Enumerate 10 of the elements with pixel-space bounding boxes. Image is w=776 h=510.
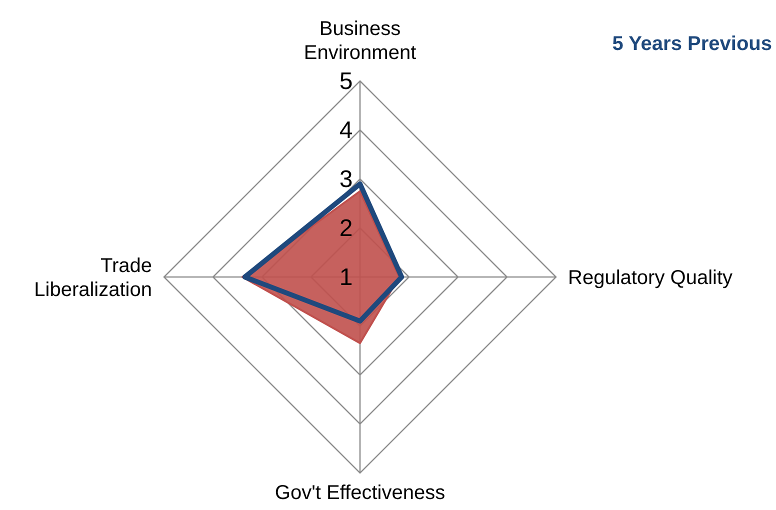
text: 5 Years Previous — [612, 33, 772, 55]
spoke-label: Regulatory Quality — [568, 267, 733, 289]
y-tick-label: 2 — [339, 215, 353, 242]
y-tick-label: 3 — [339, 166, 353, 193]
spoke-label: Business Environment — [304, 18, 417, 64]
spoke-label: Gov't Effectiveness — [274, 482, 446, 504]
spoke-label: Trade Liberalization — [34, 255, 152, 301]
y-tick-label: 4 — [339, 117, 353, 144]
y-tick-label: 1 — [339, 264, 353, 291]
y-tick-label: 5 — [339, 68, 353, 95]
